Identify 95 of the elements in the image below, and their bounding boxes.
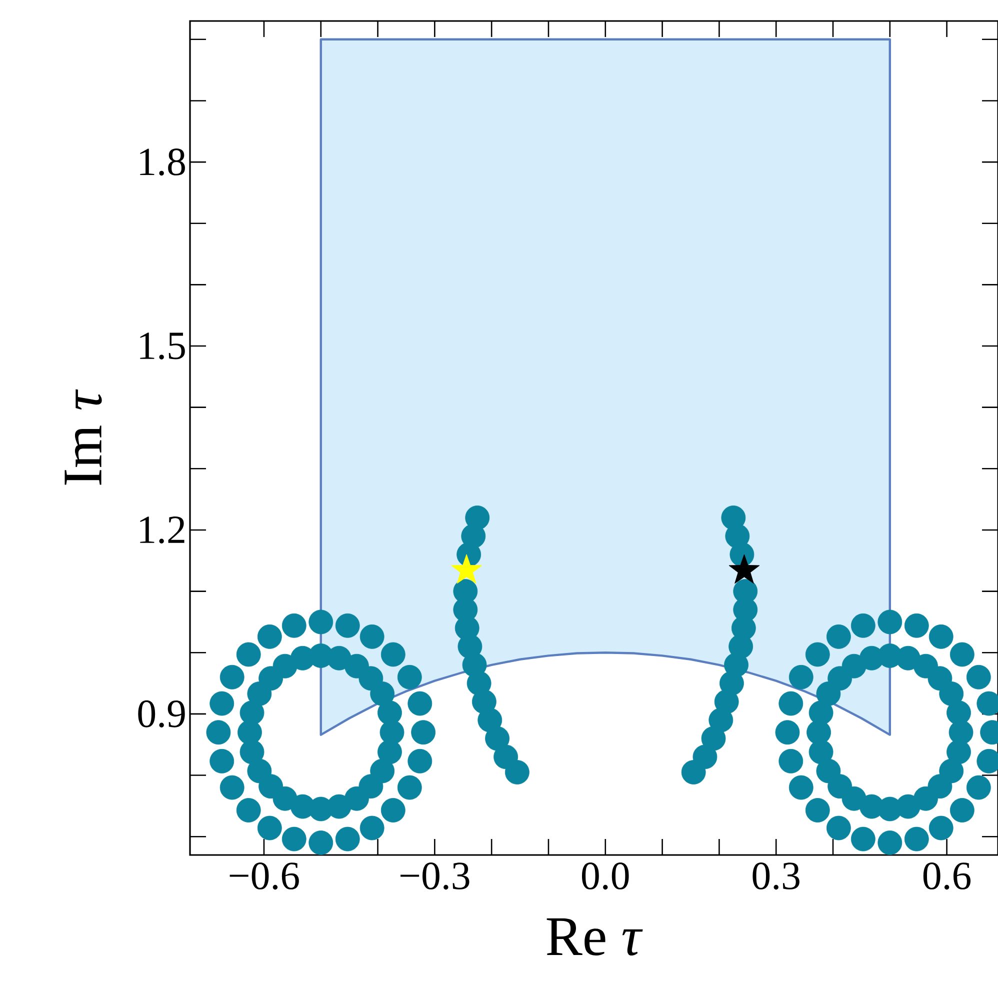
point: [472, 689, 496, 714]
point: [504, 760, 530, 784]
point: [397, 664, 422, 690]
point: [805, 798, 830, 822]
point: [290, 646, 315, 670]
point: [859, 794, 884, 819]
point: [485, 726, 510, 751]
point: [850, 613, 876, 638]
point: [358, 774, 384, 799]
point: [714, 689, 739, 714]
point: [380, 642, 406, 667]
point: [240, 740, 264, 764]
x-tick-label: −0.6: [230, 862, 299, 890]
point: [928, 816, 954, 840]
point: [878, 610, 902, 634]
point: [728, 554, 760, 584]
point: [720, 671, 744, 696]
point: [411, 720, 436, 745]
point: [904, 613, 929, 638]
point: [360, 624, 384, 649]
x-tick-label: 0.6: [923, 862, 971, 890]
point: [408, 748, 432, 774]
point: [210, 691, 234, 716]
point: [370, 682, 395, 706]
point: [257, 624, 282, 649]
x-tick-label: 0.0: [582, 862, 629, 890]
point: [335, 826, 360, 852]
point: [778, 691, 804, 716]
point: [344, 654, 369, 678]
point: [408, 691, 432, 716]
point: [380, 798, 406, 822]
point: [878, 830, 902, 855]
point: [805, 642, 830, 667]
point: [928, 624, 954, 649]
point: [282, 613, 306, 638]
point: [378, 740, 402, 764]
point: [778, 748, 804, 774]
point: [210, 748, 234, 774]
point: [478, 708, 502, 732]
point: [939, 758, 964, 784]
point: [236, 798, 261, 822]
point: [904, 826, 929, 852]
point: [258, 666, 283, 691]
point: [946, 740, 971, 764]
point: [826, 816, 851, 840]
point: [308, 610, 334, 634]
x-axis-title: Re τ: [546, 918, 643, 956]
y-tick-label: 0.9: [138, 700, 185, 728]
point: [494, 744, 518, 770]
point: [236, 642, 261, 667]
point: [826, 624, 851, 649]
point: [220, 664, 244, 690]
point: [220, 775, 244, 800]
y-tick-label: 1.8: [140, 148, 185, 176]
point: [326, 794, 352, 819]
point: [240, 700, 264, 725]
point: [238, 720, 262, 745]
point: [950, 798, 974, 822]
point: [788, 775, 814, 800]
point: [966, 664, 991, 690]
point: [950, 642, 974, 667]
y-tick-label: 1.5: [140, 332, 185, 360]
x-tick-label: −0.3: [400, 862, 470, 890]
x-tick-label: 0.3: [752, 862, 800, 890]
point: [335, 613, 360, 638]
point: [378, 700, 402, 725]
point: [896, 646, 920, 670]
point: [914, 786, 938, 811]
point: [966, 775, 991, 800]
point: [272, 786, 298, 811]
point: [948, 720, 974, 745]
point: [816, 682, 841, 706]
point: [257, 816, 282, 840]
y-tick-label: 1.2: [140, 516, 184, 544]
point: [370, 758, 395, 784]
point: [808, 700, 834, 725]
point: [708, 708, 734, 732]
point: [397, 775, 422, 800]
point: [247, 682, 272, 706]
point: [282, 826, 306, 852]
point: [808, 740, 834, 764]
point: [360, 816, 384, 840]
point: [308, 830, 334, 855]
point: [788, 664, 814, 690]
point: [850, 826, 876, 852]
point: [816, 758, 841, 784]
point: [206, 720, 231, 745]
y-axis-title: Im τ: [64, 389, 102, 485]
point: [946, 700, 971, 725]
point: [681, 760, 706, 784]
point: [842, 654, 866, 678]
point: [451, 554, 482, 584]
point: [775, 720, 800, 745]
point: [939, 682, 964, 706]
point: [701, 726, 726, 751]
